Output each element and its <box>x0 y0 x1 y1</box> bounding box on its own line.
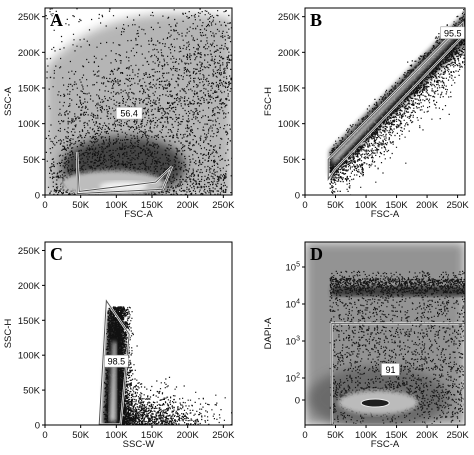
y-axis-label: SSC-A <box>3 86 14 116</box>
y-tick-label: 250K <box>18 12 41 23</box>
y-tick-label: 200K <box>18 281 41 292</box>
x-tick-label: 100K <box>355 430 378 441</box>
gate-percentage: 91 <box>385 365 395 375</box>
x-tick-label: 250K <box>446 200 469 211</box>
high-density-population <box>332 22 464 166</box>
gate-polygon <box>76 152 173 195</box>
y-axis-label: SSC-H <box>3 319 14 349</box>
x-tick-label: 150K <box>385 430 408 441</box>
y-tick-label: 100K <box>18 351 41 362</box>
y-axis-label: DAPI-A <box>263 317 274 349</box>
x-tick-label: 100K <box>355 200 378 211</box>
plot-frame <box>44 7 233 196</box>
y-tick-label: 100K <box>278 119 301 130</box>
x-tick-label: 100K <box>105 430 128 441</box>
plot-frame <box>304 241 466 426</box>
y-tick-label: 50K <box>283 155 301 166</box>
gate-label-box <box>381 363 400 376</box>
x-tick-label: 150K <box>141 200 164 211</box>
x-tick-label: 150K <box>385 200 408 211</box>
gate-label-box <box>104 354 129 368</box>
panel-b: 95.5 0 50K 100K 150K 200K 250K 0 50K 100K 150K 200K… <box>263 7 469 220</box>
event-dots <box>45 8 232 195</box>
panel-letter: C <box>50 244 63 264</box>
gate-percentage: 95.5 <box>444 28 462 38</box>
y-tick-label: 150K <box>18 83 41 94</box>
plot-frame <box>304 7 466 196</box>
x-tick-label: 0 <box>302 430 307 441</box>
y-tick-label: 250K <box>278 12 301 23</box>
y-tick-label: 0 <box>295 396 300 407</box>
y-tick-label: 200K <box>18 48 41 59</box>
y-tick-label: 103 <box>286 336 301 348</box>
x-tick-label: 200K <box>416 200 439 211</box>
y-tick-label: 0 <box>35 191 40 202</box>
event-dots <box>102 306 232 425</box>
y-axis-label: FSC-H <box>263 87 274 116</box>
x-tick-label: 50K <box>72 200 90 211</box>
x-tick-label: 0 <box>42 430 47 441</box>
y-tick-label: 50K <box>23 155 41 166</box>
x-tick-label: 50K <box>327 430 345 441</box>
y-tick-label: 104 <box>286 299 301 311</box>
y-tick-label: 100K <box>18 119 41 130</box>
x-tick-label: 250K <box>212 200 235 211</box>
panel-a: 56.4 0 50K 100K 150K 200K 250K 0 50K 100K 150K 200K… <box>3 7 235 220</box>
y-tick-label: 0 <box>35 421 40 432</box>
plot-frame <box>44 241 233 426</box>
gate-percentage: 98.5 <box>108 357 126 367</box>
y-tick-label: 0 <box>295 191 300 202</box>
x-tick-label: 100K <box>105 200 128 211</box>
x-axis-label: FSC-A <box>124 209 153 220</box>
panel-letter: B <box>310 10 322 30</box>
gate-polygon <box>98 299 130 425</box>
y-tick-label: 250K <box>18 246 41 257</box>
y-tick-label: 105 <box>286 262 301 274</box>
y-tick-label: 150K <box>278 83 301 94</box>
gate-percentage: 56.4 <box>120 109 138 119</box>
gate-label-box <box>115 106 143 120</box>
x-axis-label: FSC-A <box>371 439 400 450</box>
x-tick-label: 50K <box>327 200 345 211</box>
y-tick-label: 50K <box>23 386 41 397</box>
x-tick-label: 250K <box>212 430 235 441</box>
x-tick-label: 200K <box>416 430 439 441</box>
x-tick-label: 50K <box>72 430 90 441</box>
x-axis-label: SSC-W <box>123 439 155 450</box>
panel-c: 98.5 0 50K 100K 150K 200K 250K 0 50K 100K 150K 200K… <box>3 241 235 450</box>
x-tick-label: 250K <box>446 430 469 441</box>
x-tick-label: 200K <box>177 430 200 441</box>
y-tick-label: 102 <box>286 373 301 385</box>
panel-d: 91 0 50K 100K 150K 200K 250K 0 102 103 104 105 FSC-A… <box>263 241 469 450</box>
y-tick-label: 200K <box>278 48 301 59</box>
panel-letter: A <box>50 10 63 30</box>
x-tick-label: 200K <box>177 200 200 211</box>
x-tick-label: 0 <box>42 200 47 211</box>
y-tick-label: 150K <box>18 316 41 327</box>
x-axis-label: FSC-A <box>371 209 400 220</box>
panel-letter: D <box>310 244 323 264</box>
x-tick-label: 150K <box>141 430 164 441</box>
high-density-population <box>338 390 419 415</box>
x-tick-label: 0 <box>302 200 307 211</box>
